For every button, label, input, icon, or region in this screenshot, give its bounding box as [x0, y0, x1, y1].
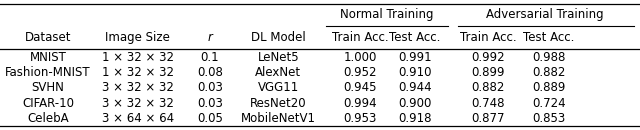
Text: 0.953: 0.953: [344, 112, 377, 125]
Text: 0.900: 0.900: [398, 97, 431, 110]
Text: Normal Training: Normal Training: [340, 8, 434, 21]
Text: 0.748: 0.748: [472, 97, 505, 110]
Text: Train Acc.: Train Acc.: [460, 31, 516, 44]
Text: Dataset: Dataset: [25, 31, 71, 44]
Text: r: r: [207, 31, 212, 44]
Text: 0.08: 0.08: [197, 66, 223, 79]
Text: AlexNet: AlexNet: [255, 66, 301, 79]
Text: MobileNetV1: MobileNetV1: [241, 112, 316, 125]
Text: 0.1: 0.1: [200, 51, 220, 64]
Text: 0.994: 0.994: [344, 97, 377, 110]
Text: 0.910: 0.910: [398, 66, 431, 79]
Text: 0.853: 0.853: [532, 112, 566, 125]
Text: CelebA: CelebA: [27, 112, 69, 125]
Text: Test Acc.: Test Acc.: [524, 31, 575, 44]
Text: DL Model: DL Model: [251, 31, 306, 44]
Text: 0.03: 0.03: [197, 97, 223, 110]
Text: 3 × 32 × 32: 3 × 32 × 32: [102, 97, 173, 110]
Text: 1 × 32 × 32: 1 × 32 × 32: [102, 66, 173, 79]
Text: 0.992: 0.992: [472, 51, 505, 64]
Text: 0.944: 0.944: [398, 81, 431, 94]
Text: 3 × 32 × 32: 3 × 32 × 32: [102, 81, 173, 94]
Text: 0.952: 0.952: [344, 66, 377, 79]
Text: 1.000: 1.000: [344, 51, 377, 64]
Text: 0.882: 0.882: [532, 66, 566, 79]
Text: 0.991: 0.991: [398, 51, 431, 64]
Text: 0.988: 0.988: [532, 51, 566, 64]
Text: Adversarial Training: Adversarial Training: [486, 8, 604, 21]
Text: 0.882: 0.882: [472, 81, 505, 94]
Text: 0.945: 0.945: [344, 81, 377, 94]
Text: 0.889: 0.889: [532, 81, 566, 94]
Text: SVHN: SVHN: [31, 81, 65, 94]
Text: Image Size: Image Size: [105, 31, 170, 44]
Text: LeNet5: LeNet5: [257, 51, 300, 64]
Text: Train Acc.: Train Acc.: [332, 31, 388, 44]
Text: 0.877: 0.877: [472, 112, 505, 125]
Text: MNIST: MNIST: [29, 51, 67, 64]
Text: 0.899: 0.899: [472, 66, 505, 79]
Text: Test Acc.: Test Acc.: [389, 31, 440, 44]
Text: 0.05: 0.05: [197, 112, 223, 125]
Text: 1 × 32 × 32: 1 × 32 × 32: [102, 51, 173, 64]
Text: 0.918: 0.918: [398, 112, 431, 125]
Text: CIFAR-10: CIFAR-10: [22, 97, 74, 110]
Text: 0.724: 0.724: [532, 97, 566, 110]
Text: 0.03: 0.03: [197, 81, 223, 94]
Text: 3 × 64 × 64: 3 × 64 × 64: [102, 112, 173, 125]
Text: ResNet20: ResNet20: [250, 97, 307, 110]
Text: VGG11: VGG11: [258, 81, 299, 94]
Text: Fashion-MNIST: Fashion-MNIST: [5, 66, 91, 79]
